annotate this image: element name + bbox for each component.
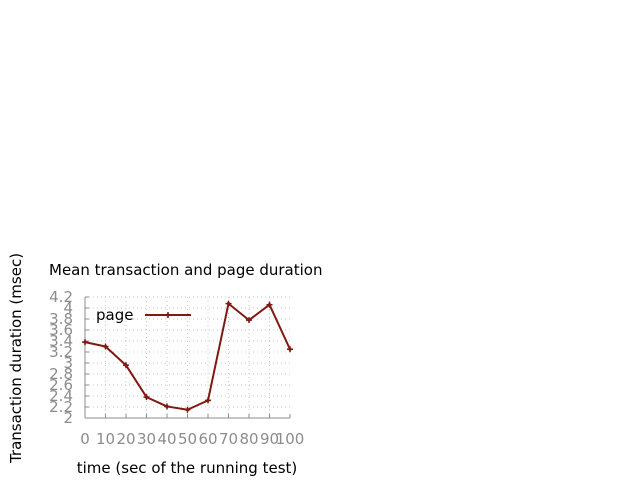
legend-marker-point: [165, 312, 171, 318]
x-tick-label: 40: [157, 430, 176, 448]
legend-label-page: page: [96, 306, 133, 324]
y-tick-label: 3.8: [49, 310, 73, 328]
x-tick-label: 80: [239, 430, 258, 448]
x-tick-label: 60: [198, 430, 217, 448]
y-tick-label: 4: [63, 299, 73, 317]
y-tick-label: 2.6: [49, 376, 73, 394]
x-tick-label: 30: [137, 430, 156, 448]
data-point: [102, 343, 109, 350]
data-point: [287, 346, 293, 353]
data-point: [184, 406, 191, 413]
series: [82, 300, 293, 413]
data-point: [205, 397, 211, 404]
grid: [85, 296, 290, 418]
data-point: [246, 317, 252, 324]
data-point: [225, 300, 232, 307]
y-tick-label: 2.4: [49, 387, 73, 405]
data-point: [123, 362, 129, 369]
data-point: [266, 301, 273, 308]
chart-title: Mean transaction and page duration: [49, 261, 322, 279]
x-tick-label: 10: [96, 430, 115, 448]
y-tick-label: 3.6: [49, 321, 73, 339]
x-tick-label: 70: [219, 430, 238, 448]
y-tick-label: 2: [63, 409, 73, 427]
legend-marker-page: [165, 312, 171, 318]
data-point: [82, 339, 88, 346]
x-tick-label: 100: [276, 430, 305, 448]
y-tick-label: 2.8: [49, 365, 73, 383]
legend: page: [96, 306, 191, 324]
x-tick-label: 90: [260, 430, 279, 448]
y-tick-label: 2.2: [49, 398, 73, 416]
y-tick-label: 3.2: [49, 343, 73, 361]
x-tick-label: 0: [80, 430, 90, 448]
data-point: [164, 403, 170, 410]
x-axis-title: time (sec of the running test): [77, 459, 298, 477]
y-tick-label: 3: [63, 354, 73, 372]
y-tick-label: 3.4: [49, 332, 73, 350]
y-axis-title: Transaction duration (msec): [7, 253, 25, 464]
ticks: 0 10 20 30 40 50 60 70 80 9010022.22.42.62.833.23…: [49, 288, 304, 448]
x-tick-label: 50: [178, 430, 197, 448]
x-tick-label: 20: [116, 430, 135, 448]
data-point: [143, 394, 150, 401]
y-tick-label: 4.2: [49, 288, 73, 306]
